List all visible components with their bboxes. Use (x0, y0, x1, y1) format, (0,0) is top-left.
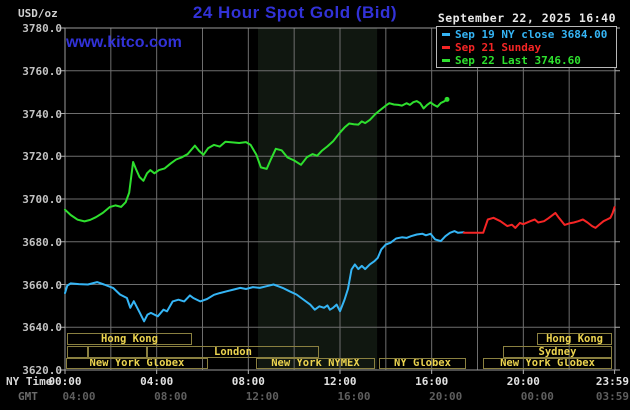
session-label: London (214, 346, 252, 358)
axes-gmt_ticks-label: 08:00 (154, 390, 188, 403)
axes-gmt_ticks-label: 20:00 (429, 390, 463, 403)
session-box-unlabeled (67, 346, 88, 358)
legend-label: Sep 21 Sunday (455, 41, 542, 54)
y-axis-label: 3760.0 (22, 64, 62, 78)
ny-time-row-label: NY Time (6, 375, 53, 388)
session-label: New York NYMEX (271, 358, 360, 369)
session-box-hong-kong: Hong Kong (67, 333, 192, 345)
session-box-london: London (147, 346, 319, 358)
legend-dash-icon (442, 45, 450, 49)
axes-ny_ticks-label: 00:00 (48, 375, 82, 388)
kitco-watermark-link[interactable]: www.kitco.com (66, 34, 182, 51)
legend-item-0: Sep 19 NY close 3684.00 (442, 28, 616, 41)
legend-item-2: Sep 22 Last 3746.60 (442, 54, 616, 67)
axes-gmt_ticks-label: 00:00 (520, 390, 554, 403)
axes-gmt_ticks-label: 16:00 (337, 390, 371, 403)
y-axis-label: 3700.0 (22, 193, 62, 206)
datetime-label: September 22, 2025 16:40 (437, 11, 616, 25)
gmt-row-label: GMT (18, 390, 38, 403)
session-label: NY Globex (394, 358, 451, 369)
legend-dash-icon (442, 32, 450, 36)
y-axis-label: 3780.0 (22, 22, 62, 35)
axes-gmt_ticks-label: 04:00 (62, 390, 96, 403)
session-box-new-york-globex: New York Globex (65, 358, 208, 369)
session-label: New York Globex (500, 358, 595, 369)
legend-box: Sep 19 NY close 3684.00 Sep 21 Sunday Sep … (436, 26, 617, 68)
axes-ny_ticks-label: 16:00 (415, 375, 449, 388)
series-line-0 (64, 98, 448, 223)
y-axis-label: 3740.0 (22, 107, 62, 121)
axes-gmt_ticks-label: 03:59 (595, 390, 629, 403)
y-axis-label: 3720.0 (22, 150, 62, 164)
series-line-2 (462, 206, 616, 234)
session-box-hong-kong: Hong Kong (537, 333, 613, 345)
session-box-new-york-globex: New York Globex (483, 358, 613, 369)
axes-ny_ticks-label: 12:00 (323, 375, 357, 388)
session-label: Sydney (538, 346, 577, 358)
legend-label: Sep 19 NY close 3684.00 (455, 28, 608, 41)
session-box-ny-globex: NY Globex (378, 358, 467, 369)
unit-label: USD/oz (18, 7, 58, 20)
y-axis-label: 3620.0 (22, 364, 62, 377)
session-label: Hong Kong (546, 333, 603, 345)
session-label: New York Globex (89, 358, 185, 369)
y-axis-label: 3680.0 (22, 235, 62, 249)
page-title: 24 Hour Spot Gold (Bid) (192, 3, 398, 22)
session-label: Hong Kong (101, 333, 158, 345)
axes-ny_ticks-label: 23:59 (595, 375, 629, 388)
series-end-marker (444, 96, 450, 102)
session-box-new-york-nymex: New York NYMEX (255, 358, 376, 369)
axes-ny_ticks-label: 08:00 (231, 375, 265, 388)
axes-gmt_ticks-label: 12:00 (245, 390, 279, 403)
legend-item-1: Sep 21 Sunday (442, 41, 616, 54)
axes-ny_ticks-label: 20:00 (506, 375, 540, 388)
series-line-1 (64, 230, 465, 323)
session-box-sydney: Sydney (502, 346, 613, 358)
legend-label: Sep 22 Last 3746.60 (455, 54, 581, 67)
y-axis-label: 3660.0 (22, 278, 62, 292)
axes-ny_ticks-label: 04:00 (140, 375, 174, 388)
legend-dash-icon (442, 58, 450, 62)
session-box-unlabeled (87, 346, 148, 358)
y-axis-label: 3640.0 (22, 321, 62, 335)
